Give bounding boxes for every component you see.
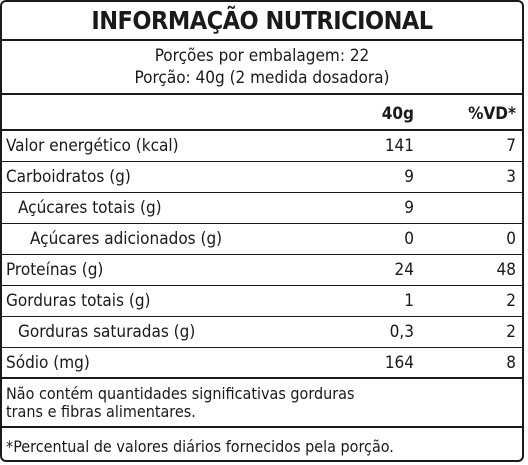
daily-value-footnote: *Percentual de valores diários fornecido…: [6, 437, 394, 456]
nutrient-daily-value: 2: [506, 291, 516, 311]
nutrient-quantity: 0,3: [389, 322, 414, 342]
note-line: trans e fibras alimentares.: [6, 402, 196, 421]
portion-info: Porções por embalagem: 22 Porção: 40g (2…: [2, 41, 522, 95]
table-row-total-sugars: Açúcares totais (g) 9: [2, 193, 522, 224]
nutrient-daily-value: 2: [506, 322, 516, 342]
nutrient-name: Açúcares totais (g): [18, 198, 162, 218]
nutrient-quantity: 164: [384, 353, 414, 373]
nutrient-name: Açúcares adicionados (g): [30, 229, 223, 249]
table-row-total-fat: Gorduras totais (g) 1 2: [2, 286, 522, 317]
nutrient-daily-value: 3: [506, 167, 516, 187]
table-row-carbohydrates: Carboidratos (g) 9 3: [2, 162, 522, 193]
nutrient-name: Sódio (mg): [6, 353, 90, 373]
nutrient-quantity: 9: [404, 167, 414, 187]
label-title: INFORMAÇÃO NUTRICIONAL: [2, 2, 522, 41]
table-row-proteins: Proteínas (g) 24 48: [2, 255, 522, 286]
column-header-quantity: 40g: [381, 104, 414, 124]
table-row-sodium: Sódio (mg) 164 8: [2, 348, 522, 379]
nutrient-name: Proteínas (g): [6, 260, 104, 280]
table-header: 40g %VD*: [2, 95, 522, 131]
table-row-energy: Valor energético (kcal) 141 7: [2, 131, 522, 162]
nutrient-daily-value: 0: [506, 229, 516, 249]
note-line: Não contém quantidades significativas go…: [6, 384, 355, 403]
insignificant-amounts-note: Não contém quantidades significativas go…: [2, 379, 522, 428]
nutrient-name: Gorduras saturadas (g): [18, 322, 196, 342]
nutrient-daily-value: 7: [506, 136, 516, 156]
nutrient-daily-value: 8: [506, 353, 516, 373]
nutrient-name: Valor energético (kcal): [6, 136, 179, 156]
nutrient-name: Carboidratos (g): [6, 167, 131, 187]
nutrient-quantity: 141: [384, 136, 414, 156]
portion-size: Porção: 40g (2 medida dosadora): [134, 68, 390, 88]
nutrient-quantity: 1: [404, 291, 414, 311]
nutrient-quantity: 0: [404, 229, 414, 249]
column-header-daily-value: %VD*: [468, 104, 516, 124]
table-row-saturated-fat: Gorduras saturadas (g) 0,3 2: [2, 317, 522, 348]
nutrient-daily-value: 48: [496, 260, 516, 280]
nutrient-quantity: 9: [404, 198, 414, 218]
nutrient-name: Gorduras totais (g): [6, 291, 151, 311]
nutrient-quantity: 24: [394, 260, 414, 280]
portions-per-package: Porções por embalagem: 22: [154, 46, 370, 66]
table-row-added-sugars: Açúcares adicionados (g) 0 0: [2, 224, 522, 255]
